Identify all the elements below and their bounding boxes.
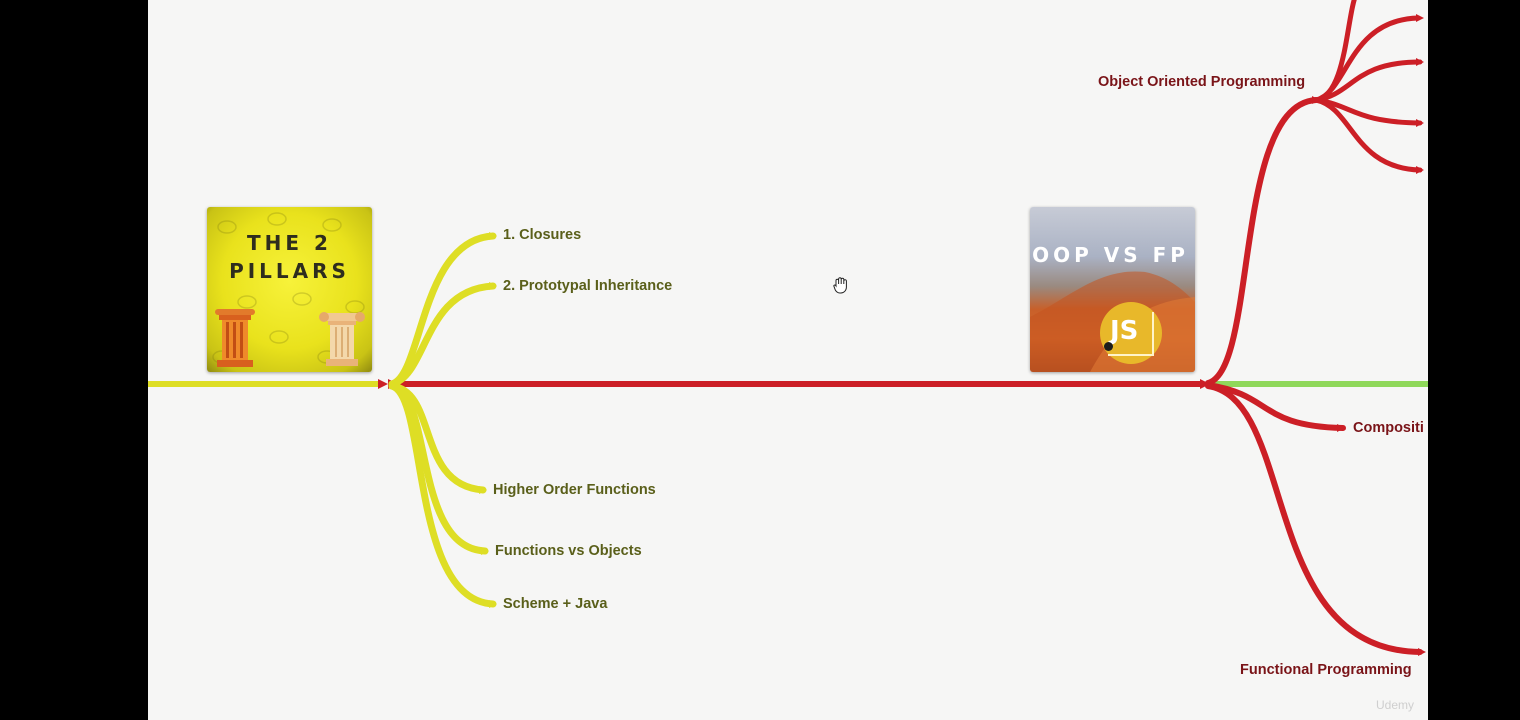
red-branch-oop — [1205, 97, 1319, 386]
beige-column-icon — [319, 312, 365, 366]
node-scheme-java[interactable]: Scheme + Java — [503, 596, 608, 612]
pillars-title-line2: PILLARS — [229, 259, 350, 283]
node-object-oriented-programming[interactable]: Object Oriented Programming — [1098, 74, 1306, 90]
node-higher-order-functions[interactable]: Higher Order Functions — [493, 482, 656, 498]
pillars-title-line1: THE 2 — [247, 231, 332, 255]
udemy-watermark: Udemy — [1376, 698, 1415, 712]
yellow-branch-prototypal — [388, 282, 497, 388]
node-functions-vs-objects[interactable]: Functions vs Objects — [495, 543, 642, 559]
oop-vs-fp-title: OOP VS FP — [1032, 243, 1189, 267]
orange-column-icon — [215, 309, 255, 367]
trunk-arrow-3 — [1200, 379, 1210, 389]
mindmap-canvas[interactable]: 1. Closures 2. Prototypal Inheritance Hi… — [148, 0, 1428, 720]
node-prototypal-inheritance[interactable]: 2. Prototypal Inheritance — [503, 278, 673, 294]
node-functional-programming[interactable]: Functional Programming — [1240, 662, 1412, 678]
oop-vs-fp-image-card[interactable]: OOP VS FP JS — [1030, 207, 1195, 372]
red-branch-fp — [1205, 383, 1423, 655]
oop-sub-4 — [1313, 97, 1423, 126]
red-branch-composition — [1205, 382, 1346, 431]
oop-sub-2 — [1313, 15, 1421, 103]
oop-sub-3 — [1313, 59, 1423, 103]
hand-grab-icon — [833, 277, 847, 294]
js-badge-text: JS — [1110, 316, 1139, 346]
pillars-image-card[interactable]: THE 2 PILLARS — [207, 207, 372, 372]
node-closures[interactable]: 1. Closures — [503, 227, 582, 243]
js-logo-icon: JS — [1100, 302, 1162, 364]
node-composition[interactable]: Compositi — [1353, 420, 1424, 436]
mindmap-branches — [148, 0, 1428, 656]
oop-sub-5 — [1313, 97, 1423, 173]
yellow-branch-scheme — [388, 382, 497, 608]
trunk-arrow-1 — [378, 379, 388, 389]
